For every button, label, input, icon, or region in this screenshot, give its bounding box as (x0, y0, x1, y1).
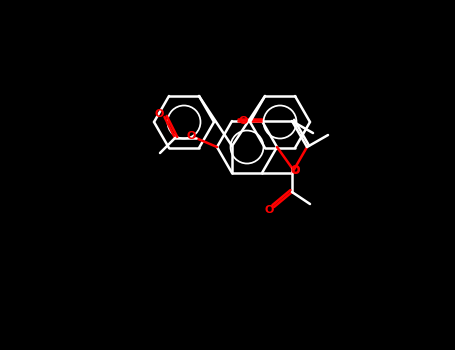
Text: O: O (238, 116, 248, 126)
Text: O: O (264, 205, 274, 215)
Text: O: O (290, 165, 300, 175)
Text: O: O (186, 131, 196, 141)
Text: O: O (290, 166, 300, 176)
Text: O: O (155, 109, 164, 119)
